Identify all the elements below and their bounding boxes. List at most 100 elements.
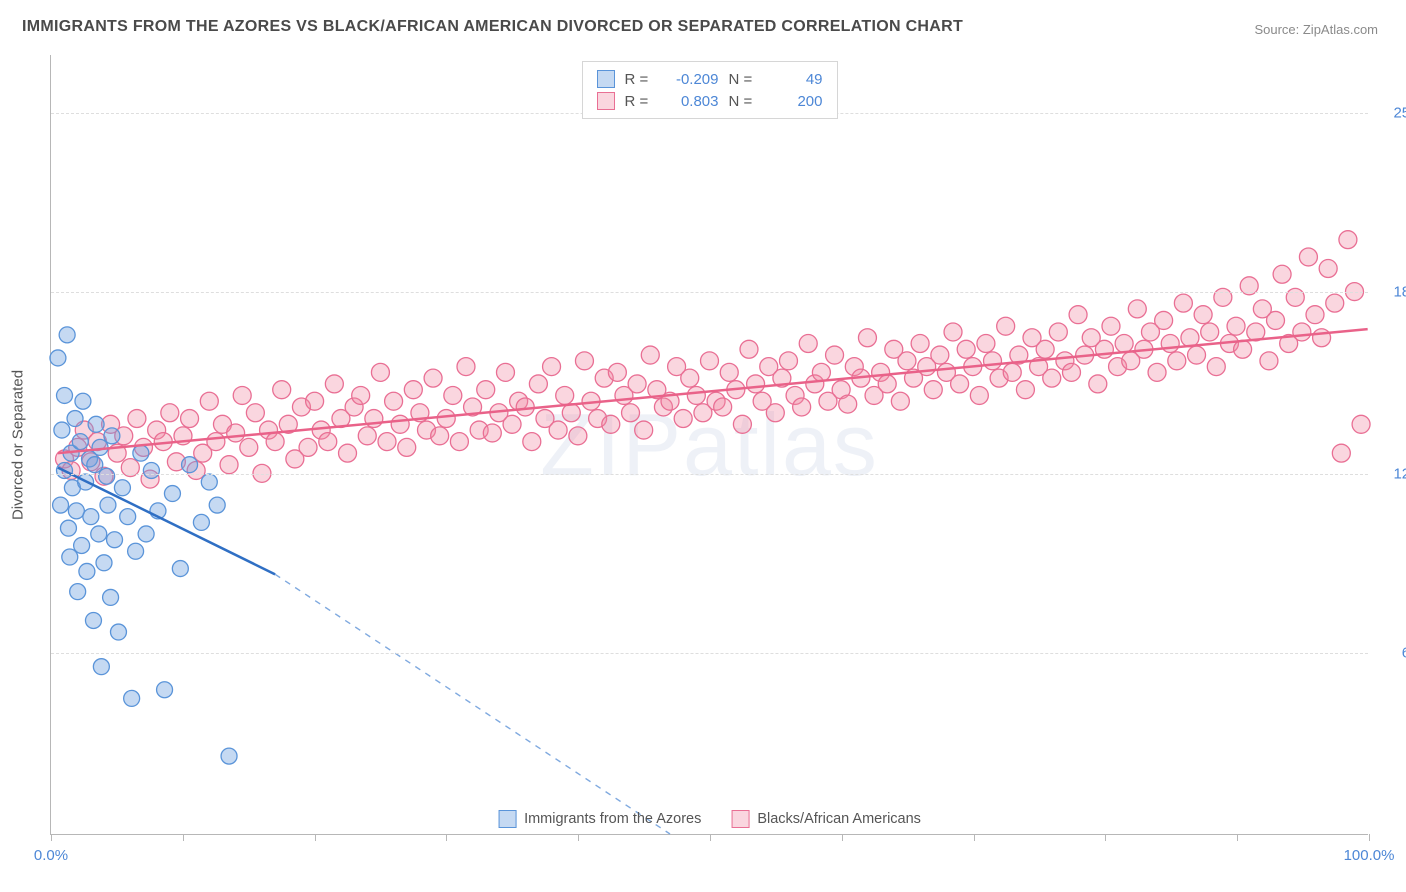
pink-point bbox=[569, 427, 587, 445]
pink-point bbox=[523, 433, 541, 451]
pink-point bbox=[970, 386, 988, 404]
pink-point bbox=[477, 381, 495, 399]
blue-trend-extrapolation bbox=[275, 574, 670, 834]
pink-point bbox=[444, 386, 462, 404]
blue-point bbox=[128, 543, 144, 559]
pink-point bbox=[503, 415, 521, 433]
pink-point bbox=[1227, 317, 1245, 335]
blue-point bbox=[164, 486, 180, 502]
pink-point bbox=[898, 352, 916, 370]
blue-point bbox=[57, 387, 73, 403]
pink-point bbox=[233, 386, 251, 404]
blue-point bbox=[59, 327, 75, 343]
pink-point bbox=[1293, 323, 1311, 341]
blue-point bbox=[88, 416, 104, 432]
pink-point bbox=[1036, 340, 1054, 358]
pink-point bbox=[1069, 306, 1087, 324]
blue-point bbox=[85, 613, 101, 629]
blue-point bbox=[133, 445, 149, 461]
pink-point bbox=[1043, 369, 1061, 387]
legend-r-label: R = bbox=[625, 71, 653, 88]
pink-point bbox=[1174, 294, 1192, 312]
source-label: Source: ZipAtlas.com bbox=[1254, 22, 1378, 37]
pink-point bbox=[1155, 311, 1173, 329]
gridline bbox=[51, 292, 1368, 293]
blue-point bbox=[182, 457, 198, 473]
pink-point bbox=[266, 433, 284, 451]
pink-trend-line bbox=[58, 329, 1368, 453]
x-tick bbox=[1105, 834, 1106, 841]
y-tick-label: 25.0% bbox=[1376, 104, 1406, 121]
legend-n-label: N = bbox=[729, 93, 757, 110]
pink-point bbox=[1339, 231, 1357, 249]
pink-point bbox=[1168, 352, 1186, 370]
pink-point bbox=[339, 444, 357, 462]
y-axis-title: Divorced or Separated bbox=[10, 370, 27, 520]
y-tick-label: 12.5% bbox=[1376, 465, 1406, 482]
blue-point bbox=[120, 509, 136, 525]
blue-point bbox=[110, 624, 126, 640]
x-tick bbox=[710, 834, 711, 841]
x-tick bbox=[1237, 834, 1238, 841]
x-tick bbox=[1369, 834, 1370, 841]
pink-point bbox=[358, 427, 376, 445]
pink-point bbox=[457, 358, 475, 376]
pink-point bbox=[1306, 306, 1324, 324]
pink-point bbox=[1181, 329, 1199, 347]
pink-point bbox=[826, 346, 844, 364]
blue-point bbox=[143, 462, 159, 478]
pink-point bbox=[766, 404, 784, 422]
pink-point bbox=[299, 438, 317, 456]
blue-point bbox=[157, 682, 173, 698]
blue-point bbox=[100, 497, 116, 513]
blue-point bbox=[75, 393, 91, 409]
legend-pink-r-value: 0.803 bbox=[663, 93, 719, 110]
pink-point bbox=[1260, 352, 1278, 370]
pink-point bbox=[516, 398, 534, 416]
pink-point bbox=[371, 363, 389, 381]
pink-point bbox=[543, 358, 561, 376]
pink-point bbox=[562, 404, 580, 422]
pink-point bbox=[575, 352, 593, 370]
legend-r-label: R = bbox=[625, 93, 653, 110]
pink-point bbox=[1188, 346, 1206, 364]
blue-point bbox=[172, 561, 188, 577]
pink-point bbox=[747, 375, 765, 393]
pink-point bbox=[352, 386, 370, 404]
x-tick bbox=[183, 834, 184, 841]
blue-point bbox=[79, 563, 95, 579]
blue-point bbox=[53, 497, 69, 513]
blue-point bbox=[209, 497, 225, 513]
pink-point bbox=[1326, 294, 1344, 312]
legend-series-names: Immigrants from the Azores Blacks/Africa… bbox=[498, 810, 921, 828]
legend-blue-n-value: 49 bbox=[767, 71, 823, 88]
x-tick bbox=[446, 834, 447, 841]
pink-point bbox=[220, 456, 238, 474]
pink-point bbox=[911, 335, 929, 353]
pink-point bbox=[931, 346, 949, 364]
legend-pink-name: Blacks/African Americans bbox=[757, 811, 921, 827]
pink-point bbox=[240, 438, 258, 456]
pink-point bbox=[529, 375, 547, 393]
pink-point bbox=[799, 335, 817, 353]
pink-point bbox=[431, 427, 449, 445]
pink-point bbox=[1201, 323, 1219, 341]
pink-point bbox=[839, 395, 857, 413]
pink-point bbox=[1003, 363, 1021, 381]
blue-point bbox=[221, 748, 237, 764]
blue-point bbox=[50, 350, 66, 366]
pink-point bbox=[701, 352, 719, 370]
pink-point bbox=[1049, 323, 1067, 341]
pink-point bbox=[227, 424, 245, 442]
legend-blue-r-value: -0.209 bbox=[663, 71, 719, 88]
pink-point bbox=[450, 433, 468, 451]
pink-point bbox=[319, 433, 337, 451]
pink-point bbox=[641, 346, 659, 364]
blue-point bbox=[104, 428, 120, 444]
blue-point bbox=[93, 659, 109, 675]
chart-container: Divorced or Separated ZIPatlas R = -0.20… bbox=[50, 55, 1368, 835]
pink-point bbox=[740, 340, 758, 358]
pink-point bbox=[608, 363, 626, 381]
pink-point bbox=[424, 369, 442, 387]
pink-point bbox=[325, 375, 343, 393]
